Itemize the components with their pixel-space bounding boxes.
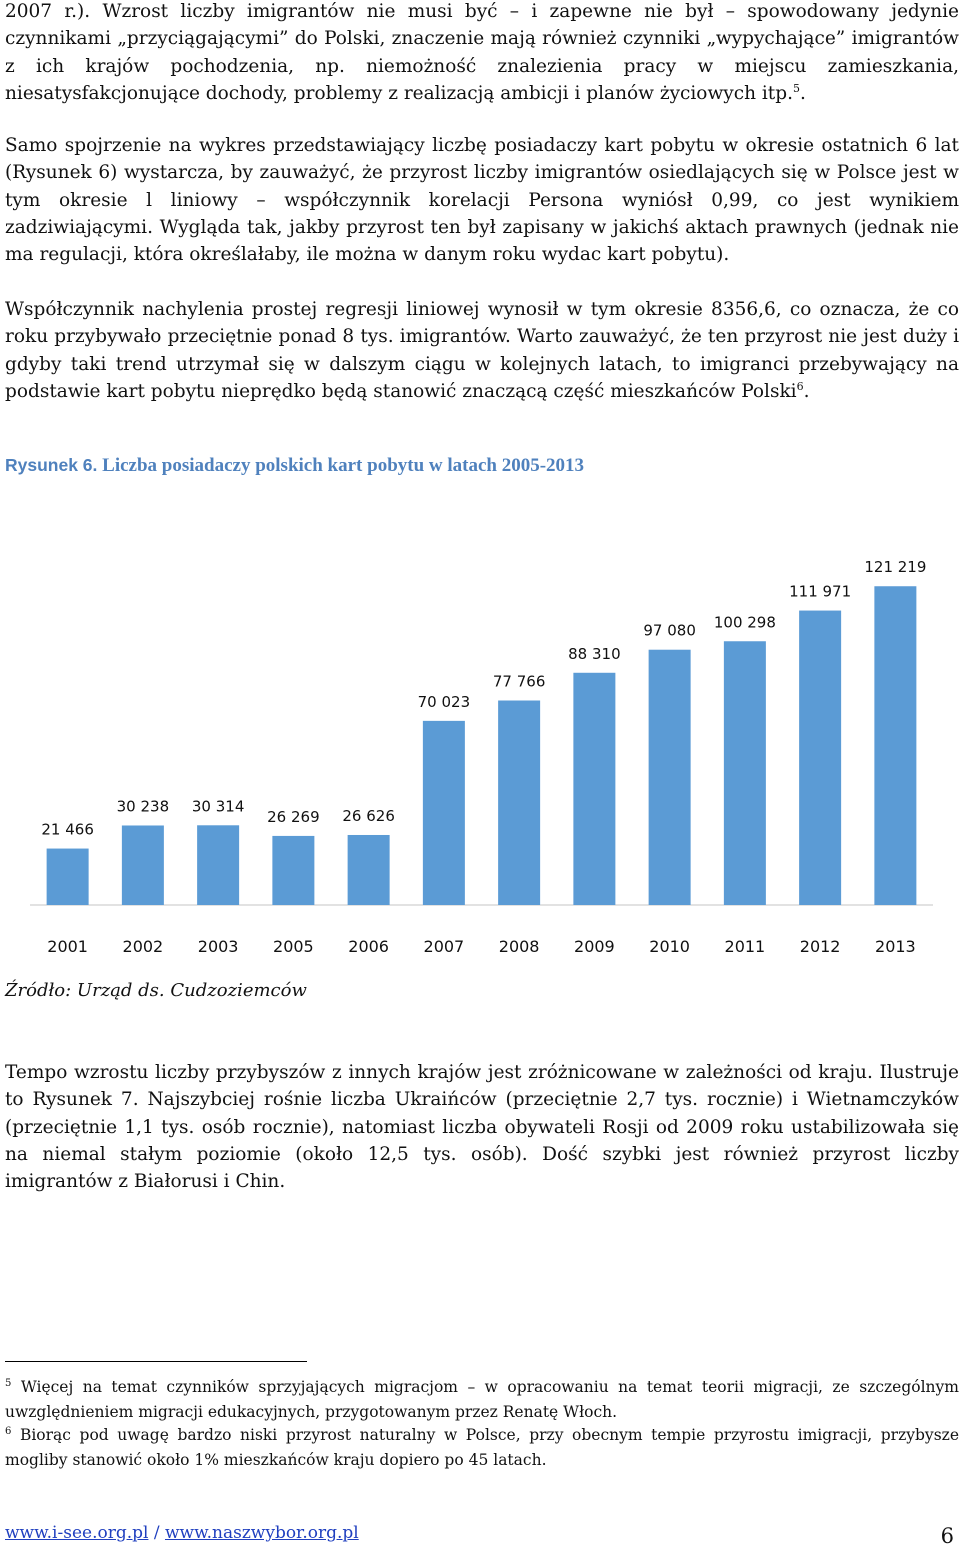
footer-link-i-see[interactable]: www.i-see.org.pl xyxy=(5,1523,149,1543)
figure-title: Liczba posiadaczy polskich kart pobytu w… xyxy=(102,455,585,476)
bar-2008 xyxy=(498,700,541,905)
bar-2006 xyxy=(347,834,390,905)
bar-2010 xyxy=(648,649,691,905)
paragraph-end: . xyxy=(803,380,810,402)
footnote-ref-5[interactable]: 5 xyxy=(792,81,800,95)
paragraph-end: . xyxy=(799,82,806,104)
footnote-separator xyxy=(5,1361,307,1362)
figure-label: Rysunek 6. xyxy=(5,455,98,475)
data-label-2003: 30 314 xyxy=(192,797,245,815)
tick-label-2013: 2013 xyxy=(875,937,916,956)
data-label-2012: 111 971 xyxy=(789,583,851,601)
bar-2012 xyxy=(799,610,842,905)
tick-label-2008: 2008 xyxy=(499,937,540,956)
tick-label-2005: 2005 xyxy=(273,937,314,956)
bar-2005 xyxy=(272,835,315,905)
footer-link-nasz-wybor[interactable]: www.naszwybor.org.pl xyxy=(164,1523,359,1543)
tick-label-2011: 2011 xyxy=(725,937,766,956)
tick-label-2002: 2002 xyxy=(123,937,164,956)
footnote-mark: 5 xyxy=(5,1377,12,1389)
tick-label-2001: 2001 xyxy=(47,937,88,956)
tick-label-2007: 2007 xyxy=(424,937,465,956)
paragraph-text: 2007 r.). Wzrost liczby imigrantów nie m… xyxy=(5,1,959,104)
bar-2013 xyxy=(874,586,917,905)
page-number: 6 xyxy=(940,1524,954,1548)
footer-links: www.i-see.org.pl / www.naszwybor.org.pl xyxy=(5,1523,359,1543)
data-label-2007: 70 023 xyxy=(418,693,471,711)
footnote-6: 6 Biorąc pod uwagę bardzo niski przyrost… xyxy=(5,1423,959,1472)
tick-label-2010: 2010 xyxy=(649,937,690,956)
data-label-2011: 100 298 xyxy=(714,613,776,631)
bar-2002 xyxy=(121,825,164,905)
footnote-text: Więcej na temat czynników sprzyjających … xyxy=(5,1378,959,1421)
bar-2003 xyxy=(197,825,240,905)
data-label-2002: 30 238 xyxy=(117,797,170,815)
tick-label-2006: 2006 xyxy=(348,937,389,956)
figure-caption: Rysunek 6. Liczba posiadaczy polskich ka… xyxy=(5,455,584,477)
footnote-mark: 6 xyxy=(5,1425,12,1437)
bar-2009 xyxy=(573,672,616,905)
figure-source: Źródło: Urząd ds. Cudzoziemców xyxy=(5,980,307,1001)
bar-2001 xyxy=(46,848,89,905)
paragraph-migration-factors: 2007 r.). Wzrost liczby imigrantów nie m… xyxy=(5,0,959,107)
data-label-2008: 77 766 xyxy=(493,673,546,691)
data-label-2001: 21 466 xyxy=(41,821,94,839)
bar-2007 xyxy=(422,720,465,905)
tick-label-2009: 2009 xyxy=(574,937,615,956)
bar-2011 xyxy=(723,641,766,905)
paragraph-chart-observation: Samo spojrzenie na wykres przedstawiając… xyxy=(5,135,959,266)
paragraph-regression-slope: Współczynnik nachylenia prostej regresji… xyxy=(5,296,959,405)
paragraph-growth-by-country: Tempo wzrostu liczby przybyszów z innych… xyxy=(5,1062,959,1193)
data-label-2009: 88 310 xyxy=(568,645,621,663)
data-label-2013: 121 219 xyxy=(864,558,926,576)
data-label-2005: 26 269 xyxy=(267,808,320,826)
residence-cards-bar-chart: 21 466 2001 30 238 2002 30 314 2003 26 269 2005… xyxy=(30,558,933,956)
tick-label-2012: 2012 xyxy=(800,937,841,956)
data-label-2010: 97 080 xyxy=(643,622,696,640)
data-label-2006: 26 626 xyxy=(342,807,395,825)
footnote-text: Biorąc pod uwagę bardzo niski przyrost n… xyxy=(5,1426,959,1469)
footnote-ref-6[interactable]: 6 xyxy=(796,379,804,393)
tick-label-2003: 2003 xyxy=(198,937,239,956)
footnote-5: 5 Więcej na temat czynników sprzyjającyc… xyxy=(5,1375,959,1424)
footer-separator: / xyxy=(148,1523,165,1543)
paragraph-text: Współczynnik nachylenia prostej regresji… xyxy=(5,299,959,402)
